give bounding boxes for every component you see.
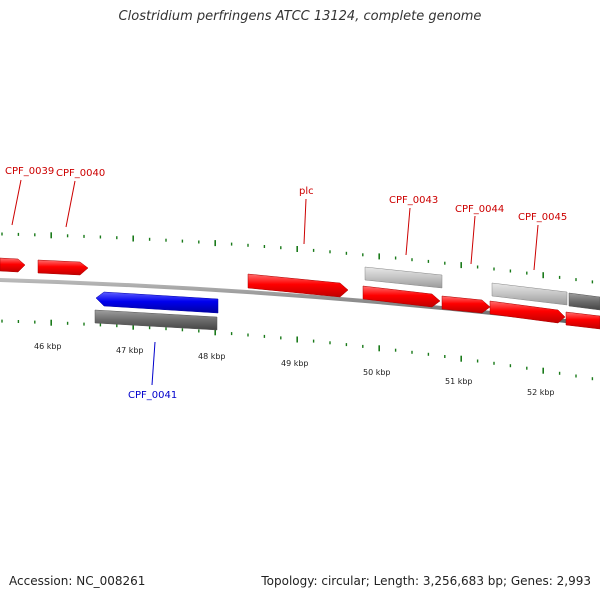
scale-label-46kbp: 46 kbp xyxy=(34,342,62,351)
gene-cpf0044-arrow[interactable] xyxy=(441,295,491,314)
label-cpf0041[interactable]: CPF_0041 xyxy=(128,390,177,401)
leader-plc xyxy=(303,198,307,245)
reverse-strand-genes xyxy=(94,291,219,331)
gene-labels: CPF_0039 CPF_0040 plc CPF_0043 CPF_0044 … xyxy=(5,166,567,401)
label-plc[interactable]: plc xyxy=(299,186,314,197)
scale-labels: 46 kbp 47 kbp 48 kbp 49 kbp 50 kbp 51 kb… xyxy=(34,342,555,397)
gene-cpf0039-arrow[interactable] xyxy=(0,257,26,273)
gene-cpf0041-arrow[interactable] xyxy=(95,291,219,314)
scale-label-47kbp: 47 kbp xyxy=(116,346,144,355)
map-title: Clostridium perfringens ATCC 13124, comp… xyxy=(118,9,482,24)
outer-tick-ruler xyxy=(1,232,594,284)
label-cpf0043[interactable]: CPF_0043 xyxy=(389,195,438,206)
genome-backbone xyxy=(0,278,600,327)
leader-cpf0043 xyxy=(405,207,411,256)
scale-label-51kbp: 51 kbp xyxy=(445,377,473,386)
leader-cpf0040 xyxy=(65,180,76,228)
gene-right-edge-arrow[interactable] xyxy=(565,311,600,330)
gene-dark-box-right[interactable] xyxy=(568,292,600,311)
inner-tick-ruler xyxy=(1,319,594,381)
forward-strand-genes xyxy=(0,257,600,311)
gene-cpf0043-box[interactable] xyxy=(364,266,443,289)
leader-cpf0039 xyxy=(11,179,22,226)
accession-text: Accession: NC_008261 xyxy=(9,574,146,588)
leader-cpf0041 xyxy=(151,341,156,386)
gene-cpf0043-arrow[interactable] xyxy=(362,285,441,308)
label-cpf0044[interactable]: CPF_0044 xyxy=(455,204,504,215)
label-cpf0039[interactable]: CPF_0039 xyxy=(5,166,54,177)
genome-summary-text: Topology: circular; Length: 3,256,683 bp… xyxy=(261,574,591,588)
scale-label-49kbp: 49 kbp xyxy=(281,359,309,368)
label-leader-lines xyxy=(11,179,539,386)
label-cpf0045[interactable]: CPF_0045 xyxy=(518,212,567,223)
gene-cpf0045-box[interactable] xyxy=(491,282,568,306)
scale-label-50kbp: 50 kbp xyxy=(363,368,391,377)
scale-label-48kbp: 48 kbp xyxy=(198,352,226,361)
scale-label-52kbp: 52 kbp xyxy=(527,388,555,397)
gene-cpf0045-arrow[interactable] xyxy=(489,300,566,324)
leader-cpf0045 xyxy=(533,224,539,271)
inner-forward-genes xyxy=(362,285,600,330)
gene-cpf0041-dark-box[interactable] xyxy=(94,309,218,331)
gene-plc-arrow[interactable] xyxy=(247,273,349,298)
label-cpf0040[interactable]: CPF_0040 xyxy=(56,168,105,179)
gene-cpf0040-arrow[interactable] xyxy=(37,259,89,276)
leader-cpf0044 xyxy=(470,215,476,265)
